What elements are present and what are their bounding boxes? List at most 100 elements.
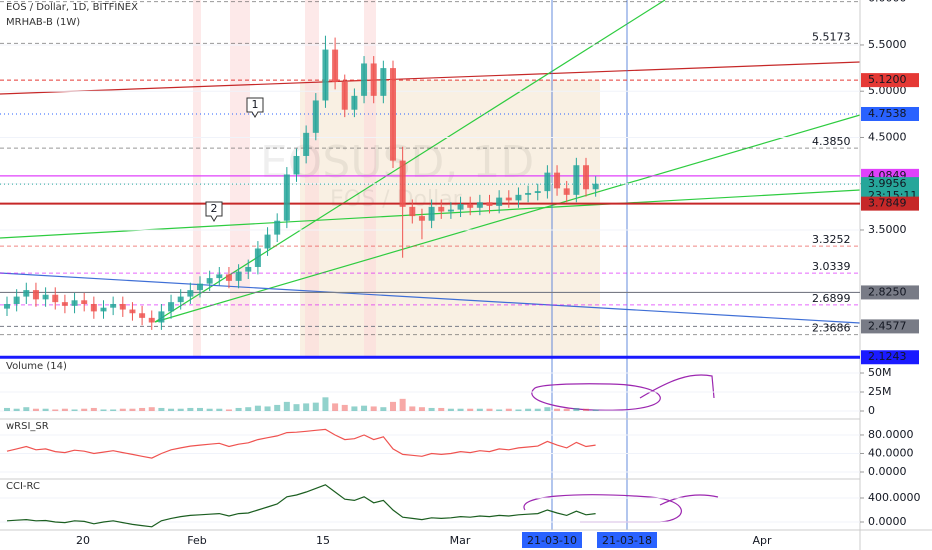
candle-body xyxy=(467,204,474,208)
marker-callout xyxy=(246,97,264,118)
candle-body xyxy=(573,165,580,195)
marker-callout xyxy=(205,201,223,222)
volume-bar xyxy=(158,407,165,411)
annotation xyxy=(659,494,719,506)
event-shade xyxy=(305,0,319,357)
volume-bar xyxy=(264,406,271,411)
volume-bar xyxy=(322,397,329,411)
volume-bar xyxy=(438,407,445,411)
annotation xyxy=(523,494,682,523)
candle-body xyxy=(390,68,396,161)
watermark: EOSUSD, 1D xyxy=(260,137,534,188)
volume-bar xyxy=(206,408,213,411)
volume-bar xyxy=(168,408,175,411)
volume-bar xyxy=(303,403,310,411)
volume-bar xyxy=(332,403,339,411)
price-tag xyxy=(861,106,919,121)
candle-body xyxy=(254,248,261,267)
volume-bar xyxy=(583,408,589,411)
volume-bar xyxy=(380,407,387,411)
volume-bar xyxy=(90,407,97,411)
volume-bar xyxy=(525,408,532,411)
volume-bar xyxy=(293,404,300,411)
trend-line xyxy=(0,272,861,324)
volume-bar xyxy=(225,409,232,411)
candle-body xyxy=(139,313,146,318)
volume-bar xyxy=(496,409,503,411)
volume-bar xyxy=(32,408,39,411)
panel-title: Volume (14) xyxy=(6,361,67,372)
volume-bar xyxy=(476,408,483,411)
candle-body xyxy=(438,206,445,212)
y-tick-label: 80.0000 xyxy=(868,428,914,441)
candle-body xyxy=(322,49,329,101)
event-shade xyxy=(193,0,201,357)
trend-line xyxy=(154,114,861,323)
trend-line xyxy=(0,61,861,95)
candle-body xyxy=(486,202,493,206)
y-tick-label: 25M xyxy=(868,385,892,398)
candle-body xyxy=(4,303,10,309)
price-tag-label: 4.7538 xyxy=(868,107,907,120)
x-tick-label: Mar xyxy=(450,534,471,547)
candle-body xyxy=(32,290,39,300)
volume-bar xyxy=(457,408,464,411)
candle-body xyxy=(583,165,589,190)
panel-title: wRSI_SR xyxy=(6,421,49,432)
price-level-label: 2.3686 xyxy=(812,322,851,335)
price-tag xyxy=(861,196,919,211)
candle-body xyxy=(525,192,532,195)
y-tick-label: 50M xyxy=(868,366,892,379)
volume-bar xyxy=(254,405,261,411)
candle-body xyxy=(177,296,184,303)
volume-bar xyxy=(428,407,435,411)
price-tag-label: 2.4577 xyxy=(868,319,907,332)
indicator-line xyxy=(6,484,596,528)
price-level-label: 3.3252 xyxy=(812,233,851,246)
volume-bar xyxy=(447,408,454,411)
annotation xyxy=(531,383,661,411)
volume-bar xyxy=(129,408,136,411)
volume-bar xyxy=(573,407,580,411)
volume-bar xyxy=(351,406,358,411)
volume-bar xyxy=(23,407,30,411)
volume-bar xyxy=(544,407,551,411)
price-level-label: 3.0339 xyxy=(812,260,851,273)
y-tick-label: 40.0000 xyxy=(868,446,914,459)
y-tick-label: 5.0000 xyxy=(868,84,907,97)
volume-bar xyxy=(592,409,599,411)
price-tag xyxy=(861,319,919,334)
candle-body xyxy=(332,49,339,82)
candle-body xyxy=(418,216,425,221)
indicator-title: MRHAB-B (1W) xyxy=(6,17,80,28)
volume-bar xyxy=(409,406,416,411)
volume-bar xyxy=(467,408,474,411)
volume-bar xyxy=(177,408,184,411)
candle-body xyxy=(264,234,271,249)
y-tick-label: 0 xyxy=(868,404,875,417)
candle-body xyxy=(110,303,117,308)
volume-bar xyxy=(245,407,252,411)
price-level-label: 4.3850 xyxy=(812,135,851,148)
x-tick-label: Feb xyxy=(187,534,206,547)
volume-bar xyxy=(52,409,59,411)
candle-body xyxy=(428,206,435,221)
event-shade xyxy=(230,0,250,357)
price-tag-label: 5.1200 xyxy=(868,73,907,86)
x-tick-label: 21-03-10 xyxy=(527,534,577,547)
candle-body xyxy=(554,172,561,189)
candle-body xyxy=(168,302,175,312)
volume-bar xyxy=(100,409,107,411)
candle-body xyxy=(148,317,155,323)
candle-body xyxy=(158,311,165,323)
volume-bar xyxy=(139,407,146,411)
volume-bar xyxy=(283,401,290,411)
volume-bar xyxy=(312,402,319,411)
volume-bar xyxy=(13,408,20,411)
candle-body xyxy=(534,191,541,193)
volume-bar xyxy=(110,409,117,411)
y-tick-label: 0.0000 xyxy=(868,515,907,528)
panel-title: CCI-RC xyxy=(6,481,40,492)
